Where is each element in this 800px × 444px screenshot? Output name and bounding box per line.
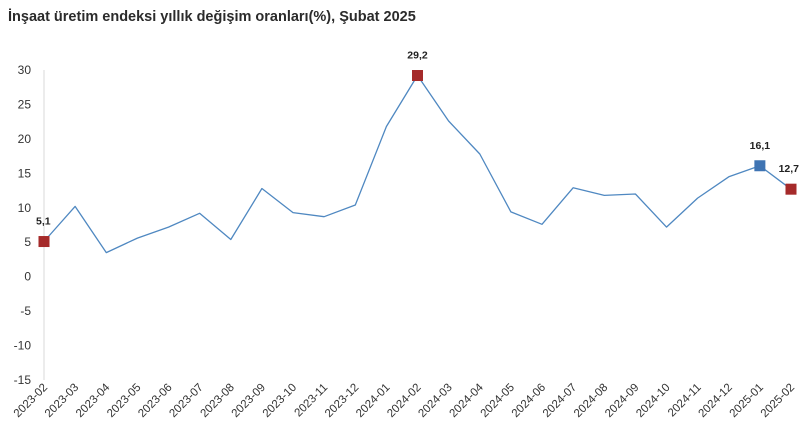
y-tick-label: 30 <box>18 63 32 77</box>
x-axis: 2023-022023-032023-042023-052023-062023-… <box>12 381 797 420</box>
data-point-marker <box>38 236 50 248</box>
data-point-marker <box>412 70 423 82</box>
data-label: 16,1 <box>750 140 771 152</box>
x-tick-label: 2025-02 <box>759 382 797 420</box>
series-layer <box>43 74 792 254</box>
y-tick-label: -15 <box>14 373 32 387</box>
data-label: 5,1 <box>36 216 51 228</box>
x-tick-label: 2024-10 <box>634 382 672 420</box>
x-tick-label: 2023-10 <box>261 382 299 420</box>
data-point-marker <box>785 183 797 195</box>
y-tick-label: 15 <box>18 166 32 180</box>
series-line <box>43 74 792 254</box>
marker-layer <box>38 70 797 248</box>
data-label: 12,7 <box>779 163 800 175</box>
y-tick-label: 25 <box>18 97 32 111</box>
data-label: 29,2 <box>407 50 428 62</box>
y-axis: 30 25 20 15 10 5 0 -5 -10 -15 <box>14 63 32 387</box>
y-tick-label: 10 <box>18 201 32 215</box>
y-tick-label: 20 <box>18 132 32 146</box>
y-tick-label: -5 <box>20 304 31 318</box>
data-point-marker <box>754 160 766 172</box>
data-label-layer: 5,1 29,2 16,1 12,7 <box>36 50 799 228</box>
y-tick-label: 5 <box>24 235 31 249</box>
chart-title: İnşaat üretim endeksi yıllık değişim ora… <box>8 9 416 25</box>
y-tick-label: -10 <box>14 339 32 353</box>
y-tick-label: 0 <box>24 270 31 284</box>
